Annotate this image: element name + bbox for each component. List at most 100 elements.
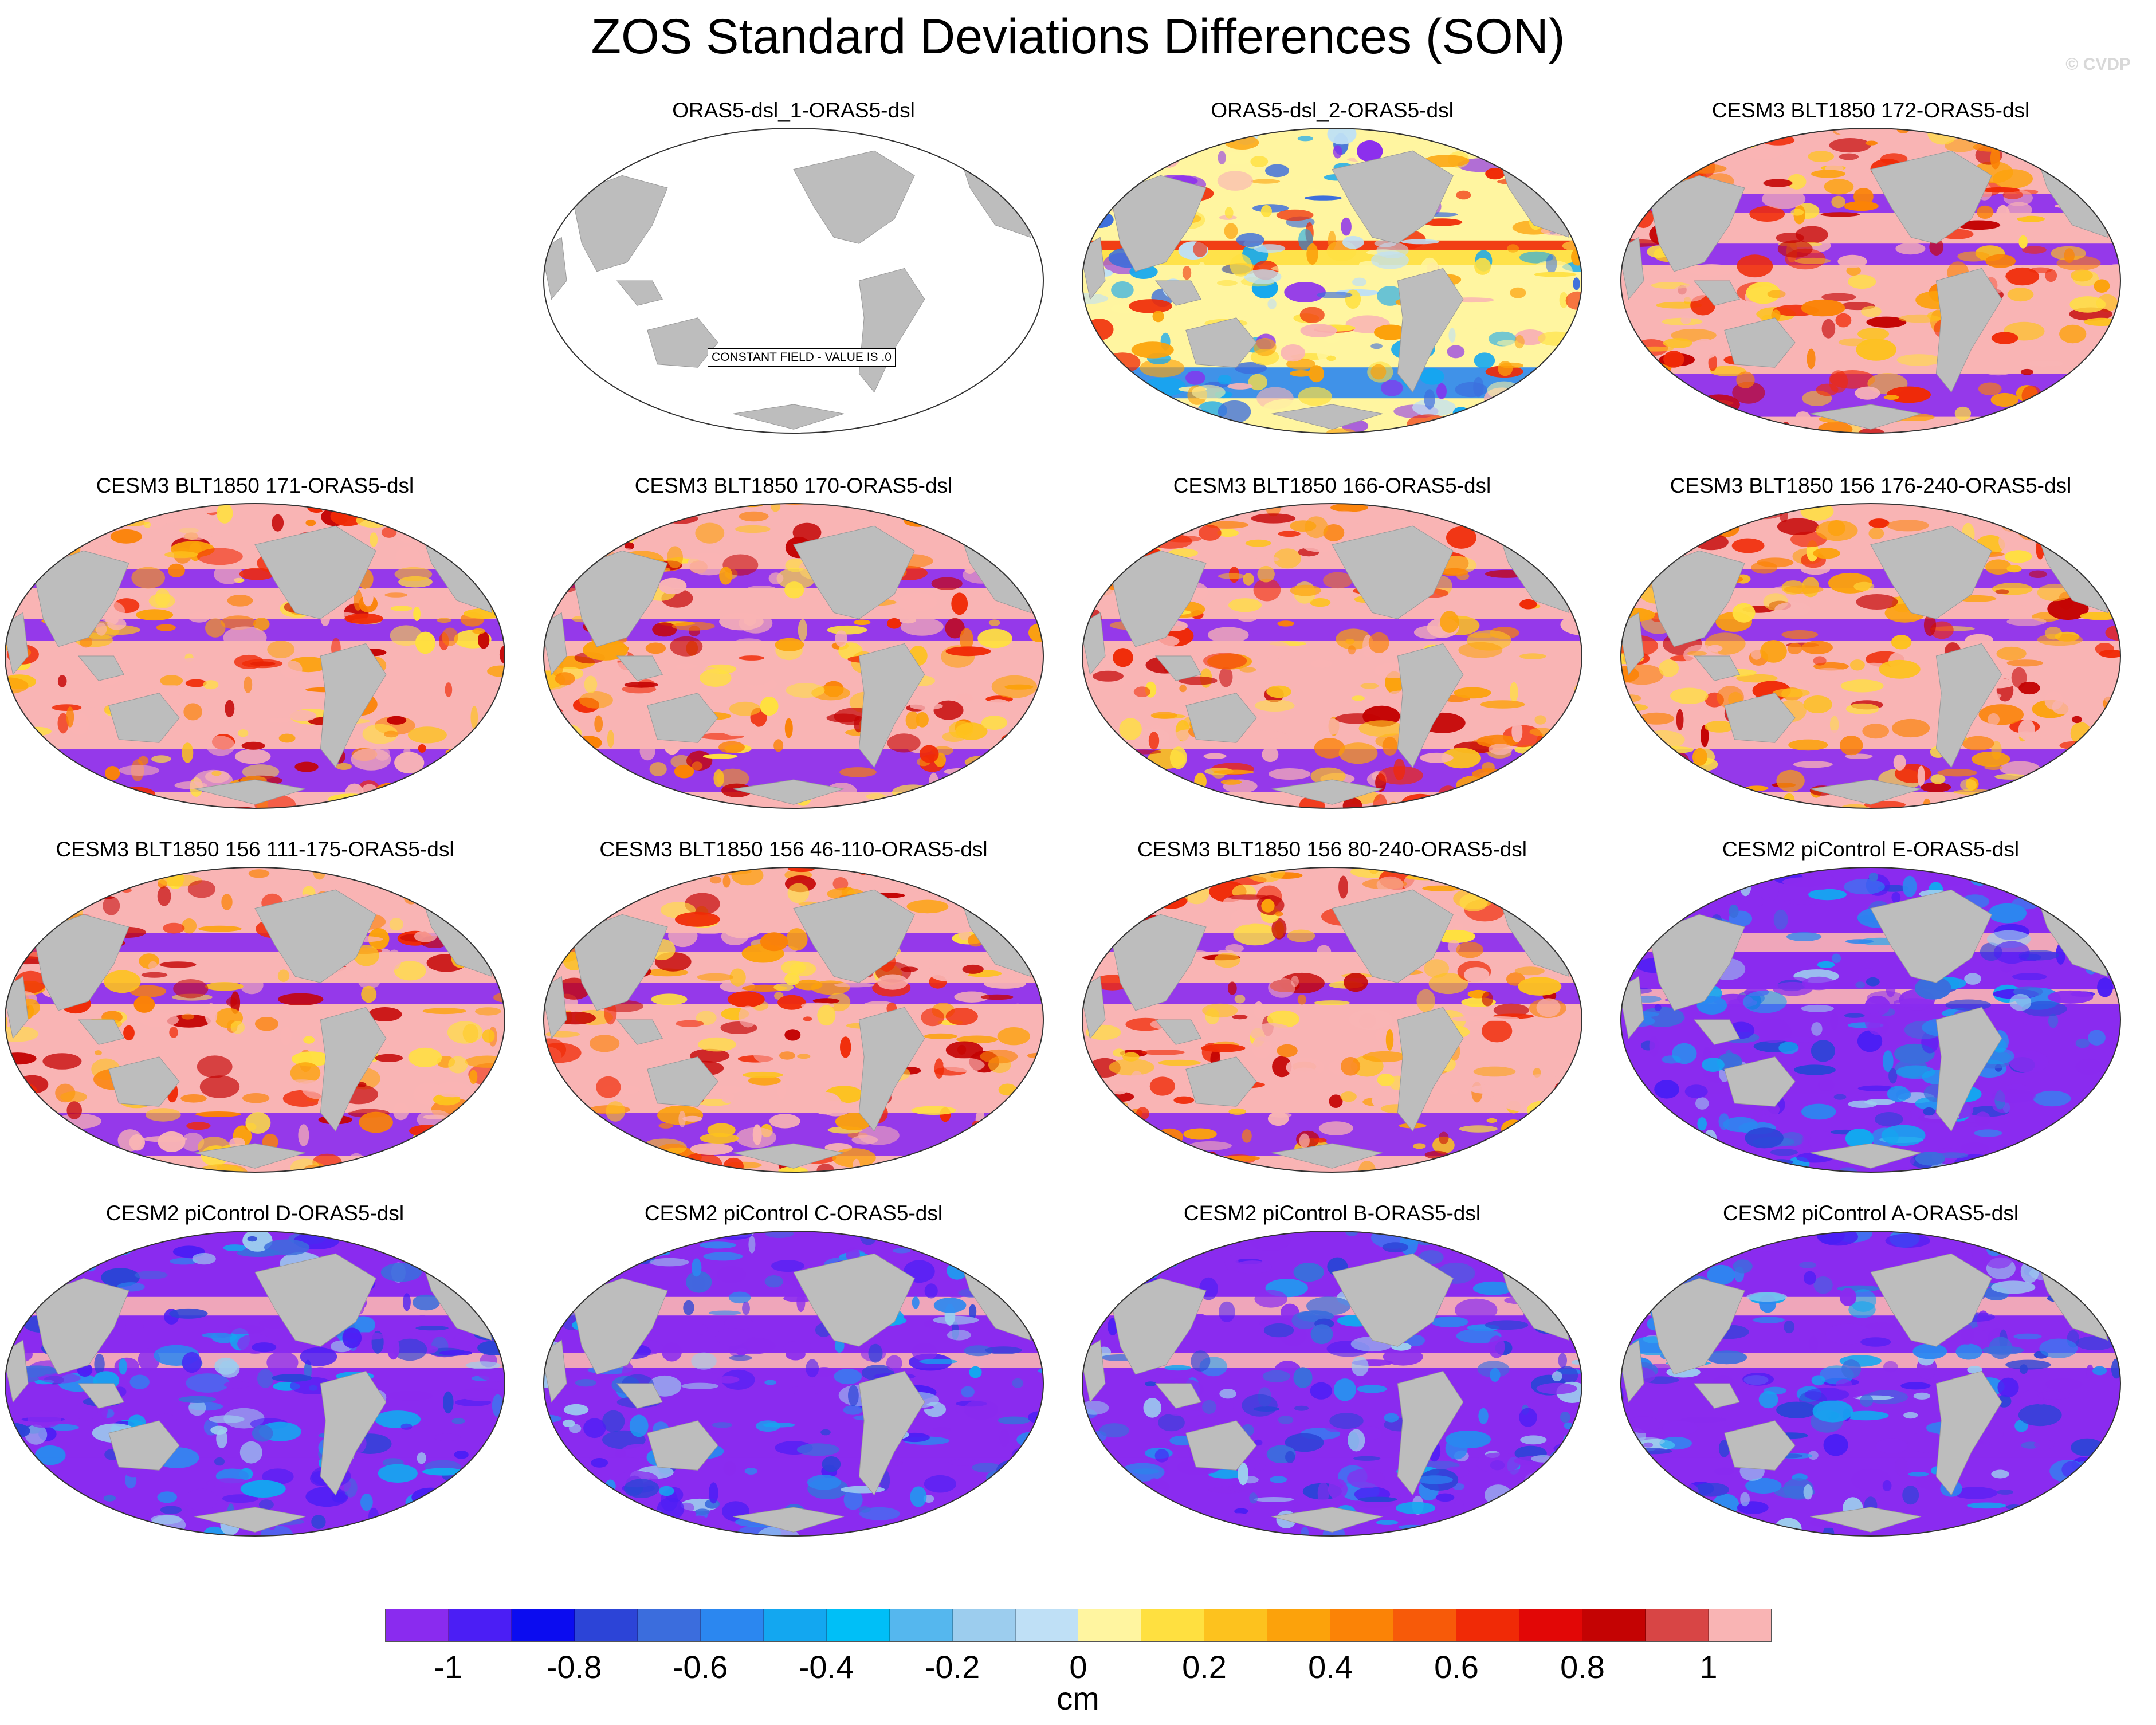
field-patch [1143, 1398, 1162, 1418]
land-mass [1724, 1420, 1796, 1471]
field-patch [22, 726, 52, 736]
field-patch [1269, 768, 1311, 780]
field-patch [61, 899, 91, 908]
field-patch [1831, 195, 1845, 209]
field-patch [2045, 1378, 2083, 1390]
field-patch [1156, 800, 1164, 808]
field-patch [1150, 1243, 1180, 1263]
field-patch [1669, 1255, 1696, 1277]
field-patch [2042, 1254, 2063, 1271]
field-patch [223, 1244, 246, 1252]
field-patch [2020, 368, 2033, 375]
field-patch [2009, 993, 2032, 1011]
field-patch [252, 1424, 273, 1442]
field-patch [1105, 425, 1127, 433]
field-patch [2096, 893, 2119, 905]
field-patch [1707, 1264, 1735, 1286]
field-patch [257, 1369, 274, 1388]
field-patch [544, 1426, 555, 1437]
field-patch [1010, 1003, 1025, 1026]
field-patch [1625, 800, 1656, 808]
field-patch [1692, 1483, 1730, 1497]
field-patch [1358, 1496, 1397, 1502]
field-patch [445, 765, 463, 772]
world-map [1620, 503, 2121, 809]
field-patch [1316, 292, 1353, 298]
field-patch [984, 1346, 1022, 1354]
field-patch [544, 1067, 557, 1082]
field-patch [957, 1141, 987, 1160]
field-patch [2029, 267, 2052, 273]
field-patch [1565, 742, 1577, 758]
field-patch [1718, 1440, 1730, 1457]
field-patch [486, 950, 505, 966]
field-patch [1676, 709, 1684, 731]
field-patch [723, 1461, 736, 1476]
field-patch [1907, 1432, 1946, 1453]
field-patch [1808, 151, 1834, 162]
field-patch [388, 1391, 433, 1401]
field-patch [163, 922, 185, 934]
land-mass [254, 525, 376, 619]
field-patch [280, 1027, 292, 1046]
field-patch [756, 1420, 780, 1432]
field-patch [720, 720, 758, 737]
field-patch [363, 588, 374, 607]
field-patch [931, 577, 963, 590]
field-patch [1242, 1129, 1252, 1143]
field-patch [415, 1326, 449, 1331]
field-patch [1242, 532, 1251, 541]
field-patch [590, 1035, 620, 1052]
field-patch [719, 567, 733, 585]
field-patch [1691, 506, 1725, 511]
field-patch [1558, 128, 1579, 132]
field-patch [1165, 1505, 1173, 1527]
field-patch [1233, 923, 1277, 946]
field-patch [1560, 614, 1582, 635]
field-patch [729, 1355, 752, 1361]
field-patch [1725, 1050, 1733, 1060]
panel-title: CESM3 BLT1850 156 176-240-ORAS5-dsl [1670, 474, 2072, 497]
field-patch [1518, 1131, 1561, 1139]
field-patch [2065, 387, 2088, 395]
field-patch [30, 539, 61, 544]
field-patch [1253, 337, 1277, 356]
field-patch [816, 1164, 835, 1172]
field-patch [1251, 179, 1281, 184]
field-patch [893, 1248, 911, 1254]
map-panel: CESM3 BLT1850 156 46-110-ORAS5-dsl [541, 836, 1046, 1180]
map-border [5, 503, 505, 809]
field-patch [1808, 889, 1847, 901]
field-patch [1093, 670, 1124, 682]
land-mass [194, 1143, 306, 1169]
field-patch [1900, 1382, 1931, 1390]
field-patch [2075, 548, 2113, 559]
colorbar-swatch [1456, 1609, 1520, 1641]
colorbar-tick-label: 0.4 [1308, 1649, 1353, 1685]
field-patch [478, 631, 490, 649]
field-patch [1621, 1094, 1641, 1109]
field-patch [465, 504, 504, 513]
field-patch [2039, 1338, 2078, 1358]
field-patch [2020, 775, 2056, 781]
field-patch [412, 1294, 440, 1311]
field-patch [1879, 659, 1921, 679]
field-patch [1169, 877, 1209, 886]
field-patch [851, 879, 883, 889]
field-patch [747, 586, 776, 591]
field-patch [1234, 995, 1246, 1004]
field-patch [1158, 1245, 1174, 1266]
field-patch [57, 713, 69, 734]
field-patch [827, 625, 867, 635]
field-patch [1652, 1160, 1685, 1172]
field-patch [709, 876, 722, 884]
field-patch [66, 1101, 82, 1119]
field-patch [545, 1455, 561, 1465]
land-mass [1724, 693, 1796, 743]
field-patch [1494, 879, 1527, 901]
field-patch [1131, 341, 1174, 359]
field-patch [1164, 521, 1183, 537]
field-patch [1192, 384, 1226, 400]
field-patch [1839, 153, 1859, 160]
field-patch [197, 1055, 233, 1078]
